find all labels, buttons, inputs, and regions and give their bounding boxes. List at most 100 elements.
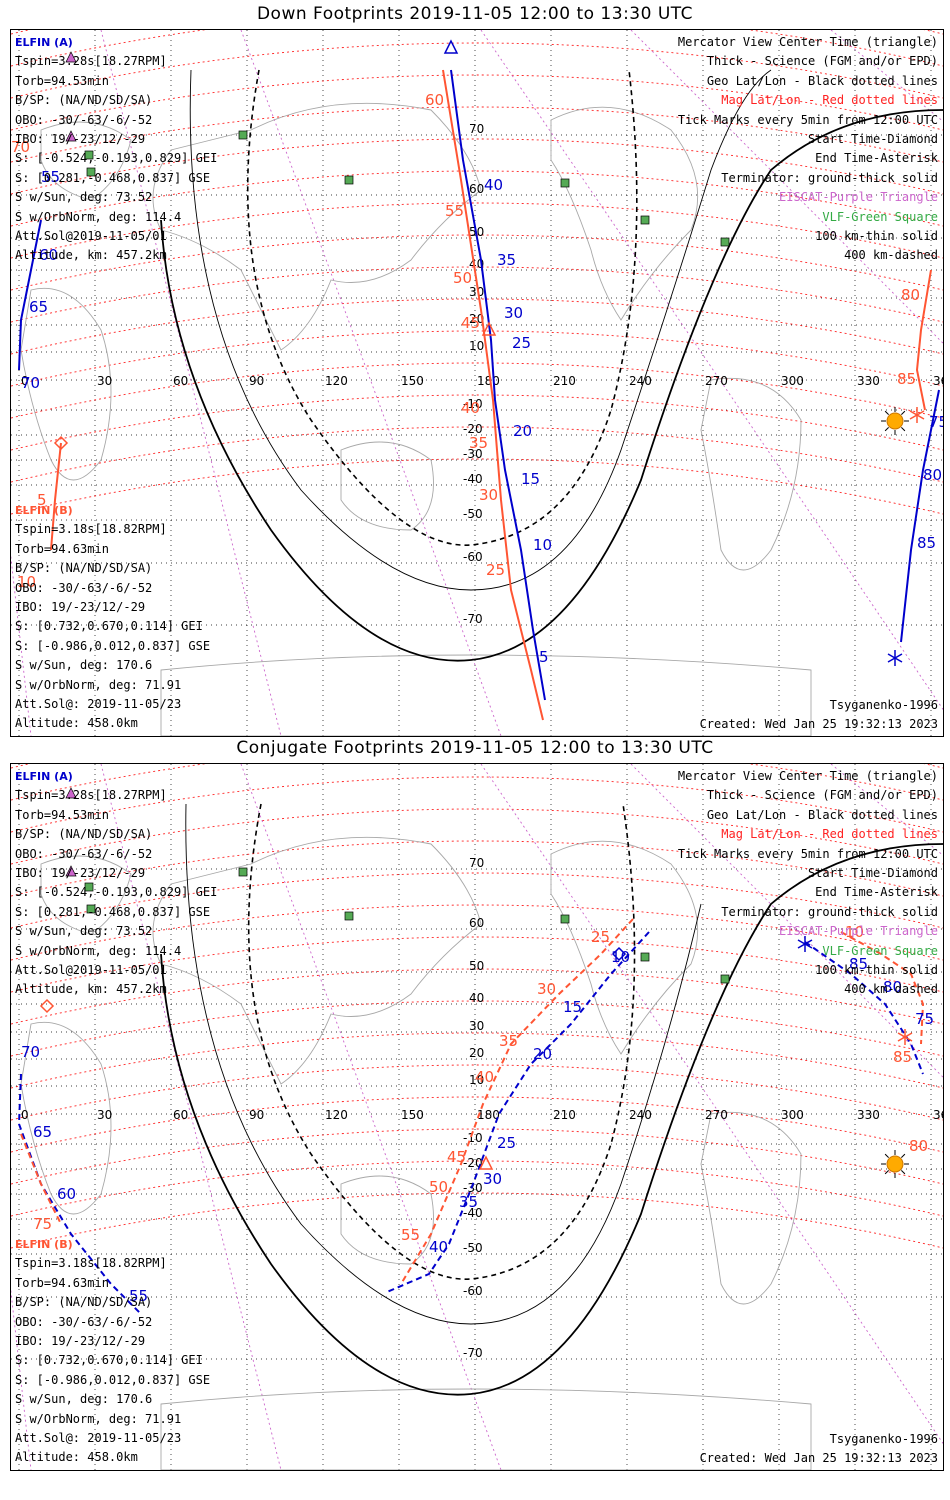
mag-parallel	[11, 330, 943, 387]
elfin-a-line: S: [-0.524,-0.193,0.829] GEI	[15, 151, 218, 166]
elfin-b-line: IBO: 19/-23/12/-29	[15, 600, 146, 615]
elfin-a-tick-label: 40	[484, 176, 503, 194]
continent-outline	[20, 287, 112, 481]
elfin-a-tick-label: 75	[929, 413, 943, 431]
mag-parallel	[11, 1192, 943, 1249]
lon-tick-label: 120	[325, 374, 348, 388]
elfin-b-tick-label: 80	[901, 286, 920, 304]
vlf-square-marker	[238, 867, 248, 877]
elfin-b-line: S w/Sun, deg: 170.6	[15, 658, 153, 673]
continent-outline	[152, 102, 482, 351]
diamond-start-marker	[53, 435, 69, 451]
legend-item: 400 km-dashed	[844, 248, 938, 263]
lat-tick-label: -60	[463, 550, 483, 564]
lat-tick-label: -50	[463, 1241, 483, 1255]
mag-parallel	[11, 426, 943, 483]
elfin-b-track-right	[840, 931, 925, 1045]
lat-tick-label: -40	[463, 1206, 483, 1220]
elfin-a-line: IBO: 19/-23/12/-29	[15, 132, 146, 147]
mag-parallel	[11, 1160, 943, 1217]
sun-ray	[884, 427, 889, 432]
vlf-square-marker	[720, 237, 730, 247]
lat-tick-label: 30	[469, 285, 484, 299]
elfin-b-line: Torb=94.63min	[15, 541, 109, 556]
sun-disc	[886, 1155, 904, 1173]
terminator-ground	[160, 109, 943, 662]
elfin-a-line: S: [0.281,-0.468,0.837] GSE	[15, 170, 211, 185]
triangle-center-marker	[481, 321, 497, 336]
lon-tick-label: 360	[933, 1108, 943, 1122]
diamond-start-marker	[39, 998, 55, 1014]
lat-tick-label: -30	[463, 1181, 483, 1195]
sun-icon	[881, 1150, 909, 1178]
elfin-a-header: ELFIN (A)	[15, 770, 73, 783]
lon-tick-label: 60	[173, 1108, 188, 1122]
elfin-a-info: ELFIN (A) Tspin=3.28s[18.27RPM] Torb=94.…	[15, 767, 217, 1000]
elfin-a-tick-label: 25	[512, 334, 531, 352]
legend: Mercator View Center Time (triangle) Thi…	[678, 767, 938, 1000]
elfin-a-tick-label: 5	[539, 648, 549, 666]
legend-item: End Time-Asterisk	[815, 885, 938, 900]
elfin-a-track	[450, 69, 546, 701]
sun-ray	[884, 410, 889, 415]
mag-parallel	[11, 872, 943, 929]
elfin-b-tick-label: 35	[469, 434, 488, 452]
elfin-b-tick-label: 30	[479, 486, 498, 504]
continent-outline	[550, 840, 699, 1055]
asterisk-end-marker	[887, 650, 903, 666]
elfin-b-line: S w/OrbNorm, deg: 71.91	[15, 677, 182, 692]
lat-tick-label: 50	[469, 959, 484, 973]
map-down-footprints: 0 30 60 90 120 150 180 210 240 270 300 330 360 70 60 50…	[10, 29, 944, 737]
elfin-b-tick-label: 70	[11, 138, 30, 156]
mag-parallel	[11, 74, 943, 131]
vlf-square-marker	[560, 178, 570, 188]
legend-item: Geo Lat/Lon - Black dotted lines	[706, 807, 938, 822]
elfin-a-line: Altitude, km: 457.2km	[15, 248, 167, 263]
continent-outline	[160, 1388, 812, 1470]
legend-item: Terminator: ground-thick solid	[721, 904, 938, 919]
elfin-b-tick-label: 55	[445, 202, 464, 220]
elfin-a-track-left	[17, 1073, 142, 1315]
terminator-100km	[189, 69, 772, 591]
mag-parallel	[11, 904, 943, 961]
elfin-a-line: S w/Sun, deg: 73.52	[15, 190, 153, 205]
vlf-square-marker	[640, 215, 650, 225]
elfin-b-line: Tspin=3.18s[18.82RPM]	[15, 1256, 167, 1271]
vlf-square-marker	[640, 952, 650, 962]
eiscat-triangle-marker	[65, 865, 77, 877]
elfin-a-tick-label: 35	[459, 1193, 478, 1211]
mag-parallel	[11, 362, 943, 419]
legend-item: Mercator View Center Time (triangle)	[677, 769, 938, 783]
elfin-b-tick-label: 5	[37, 491, 47, 509]
elfin-a-line: Att.Sol@2019-11-05/01	[15, 963, 167, 978]
elfin-b-info: ELFIN (B) Tspin=3.18s[18.82RPM] Torb=94.…	[15, 501, 210, 734]
lon-tick-label: 270	[705, 1108, 728, 1122]
elfin-b-line: Altitude: 458.0km	[15, 1450, 138, 1465]
elfin-b-tick-label: 50	[453, 269, 472, 287]
sun-ray	[884, 1170, 889, 1175]
vlf-square-marker	[84, 150, 94, 160]
sun-ray	[901, 410, 906, 415]
model-label: Tsyganenko-1996	[829, 698, 938, 712]
continent-outline	[20, 1021, 112, 1215]
eiscat-triangle-marker	[65, 51, 77, 63]
elfin-a-tick-label: 10	[611, 948, 630, 966]
elfin-a-tick-label: 80	[883, 978, 902, 996]
elfin-a-tick-label: 85	[917, 534, 936, 552]
lon-tick-label: 90	[249, 374, 264, 388]
vlf-square-marker	[344, 911, 354, 921]
elfin-a-line: Torb=94.53min	[15, 73, 109, 88]
lat-tick-label: 60	[469, 182, 484, 196]
continent-outline	[40, 121, 132, 201]
mag-parallel	[11, 458, 943, 515]
lat-tick-label: -70	[463, 1346, 483, 1360]
mag-meridian	[240, 764, 502, 1470]
mag-parallel	[11, 808, 943, 865]
lat-tick-label: -40	[463, 472, 483, 486]
elfin-b-line: B/SP: (NA/ND/SD/SA)	[15, 561, 153, 576]
elfin-b-tick-label: 45	[461, 314, 480, 332]
vlf-square-marker	[720, 974, 730, 984]
legend-item: 100 km-thin solid	[815, 229, 938, 244]
legend-item: Start Time-Diamond	[807, 866, 938, 881]
lon-tick-label: 270	[705, 374, 728, 388]
